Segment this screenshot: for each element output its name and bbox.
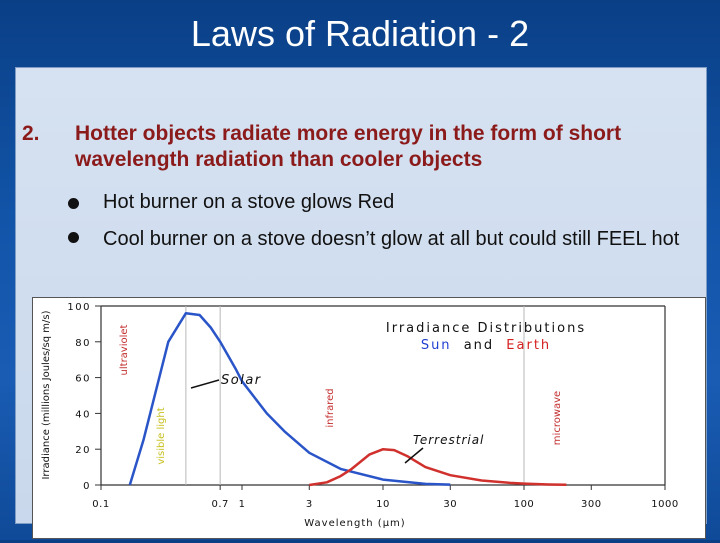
slide-title: Laws of Radiation - 2 xyxy=(190,13,530,54)
region-label-microwave: microwave xyxy=(552,391,563,445)
region-label-infrared: infrared xyxy=(325,388,336,427)
irradiance-chart: 0 20 40 60 80 100 0.1 0.7 1 3 10 30 100 300 1000 Irra… xyxy=(32,297,706,539)
y-axis-ticks: 0 20 40 60 80 100 xyxy=(67,302,101,492)
y-axis-label: Irradiance (millions Joules/sq m/s) xyxy=(41,310,52,479)
bullet-dot-1 xyxy=(68,198,79,209)
series-lines xyxy=(128,311,567,487)
y-tick-label: 100 xyxy=(67,302,91,313)
legend-terrestrial: Terrestrial xyxy=(413,433,484,447)
x-tick-label: 1000 xyxy=(651,499,678,510)
x-tick-label: 10 xyxy=(376,499,390,510)
x-tick-label: 0.7 xyxy=(211,499,228,510)
x-axis-ticks: 0.1 0.7 1 3 10 30 100 300 1000 xyxy=(92,485,678,510)
subtitle-and: and xyxy=(464,338,494,353)
region-label-ultraviolet: ultraviolet xyxy=(119,324,130,375)
chart-title: Irradiance Distributions xyxy=(386,321,586,336)
legend-solar-pointer xyxy=(190,379,220,389)
bullet-2-text: Cool burner on a stove doesn’t glow at a… xyxy=(103,228,680,250)
y-tick-label: 0 xyxy=(83,481,91,492)
y-tick-label: 40 xyxy=(75,409,91,420)
series-solar-line xyxy=(128,311,451,486)
subtitle-sun: Sun xyxy=(421,338,452,353)
bullet-1-text: Hot burner on a stove glows Red xyxy=(103,191,395,213)
subtitle-earth: Earth xyxy=(506,338,551,353)
x-tick-label: 3 xyxy=(306,499,313,510)
bullet-dot-2 xyxy=(68,232,79,243)
chart-subtitle: Sun and Earth xyxy=(421,338,551,353)
y-tick-label: 80 xyxy=(75,338,91,349)
legend-terrestrial-pointer xyxy=(404,447,424,464)
y-tick-label: 60 xyxy=(75,374,91,385)
x-tick-label: 100 xyxy=(514,499,535,510)
x-tick-label: 0.1 xyxy=(92,499,109,510)
x-tick-label: 300 xyxy=(581,499,602,510)
point-text: Hotter objects radiate more energy in th… xyxy=(75,122,622,171)
series-terrestrial-line xyxy=(309,447,567,487)
x-tick-label: 30 xyxy=(443,499,457,510)
region-divider-lines xyxy=(185,306,525,485)
point-number: 2. xyxy=(22,122,40,145)
y-tick-label: 20 xyxy=(75,445,91,456)
x-tick-label: 1 xyxy=(239,499,246,510)
x-axis-label: Wavelength (μm) xyxy=(304,518,405,529)
irradiance-chart-svg: 0 20 40 60 80 100 0.1 0.7 1 3 10 30 100 300 1000 Irra… xyxy=(41,302,678,529)
region-label-visible: visible light xyxy=(156,407,167,464)
legend-solar: Solar xyxy=(221,373,262,388)
